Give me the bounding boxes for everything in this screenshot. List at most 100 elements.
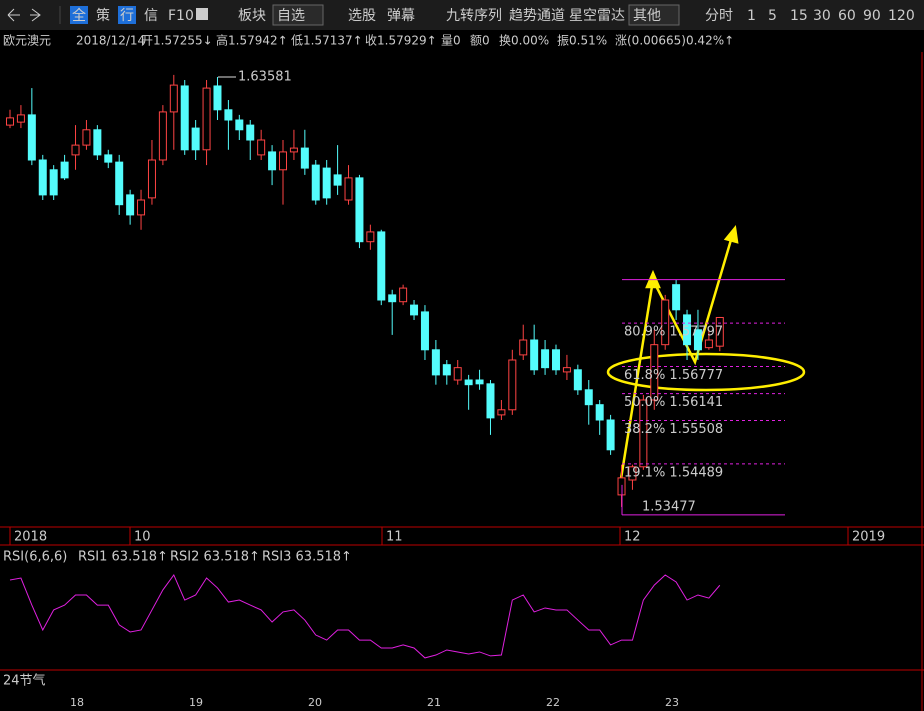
annotation: [606, 225, 806, 486]
rsi-title: RSI(6,6,6): [3, 550, 67, 565]
window-icon[interactable]: [196, 8, 208, 20]
candle-body: [235, 119, 244, 131]
candle-body: [93, 129, 102, 156]
period-button[interactable]: 1: [747, 8, 756, 24]
candle-body: [606, 419, 615, 451]
candle-body: [683, 314, 692, 346]
rsi2-label: RSI2 63.518↑: [170, 550, 260, 565]
info-amplitude: 振0.51%: [557, 34, 607, 48]
fib-label: 61.8% 1.56777: [624, 368, 723, 383]
toolbar-button[interactable]: 弹幕: [387, 8, 415, 24]
info-open: 开1.57255↓: [141, 34, 213, 48]
solar-day: 21: [427, 696, 441, 709]
back-icon[interactable]: [7, 8, 20, 22]
dropdown-label[interactable]: 自选: [277, 8, 305, 24]
candle-body: [82, 129, 91, 146]
info-low: 低1.57137↑: [291, 34, 363, 48]
candle-body: [639, 399, 648, 468]
fib-label: 38.2% 1.55508: [624, 422, 723, 437]
period-button[interactable]: 5: [768, 8, 777, 24]
candle-body: [464, 379, 473, 386]
candle-body: [27, 114, 36, 161]
candle-body: [202, 87, 211, 151]
candle-body: [453, 367, 462, 381]
info-name: 欧元澳元: [3, 34, 51, 48]
tab-highlight: [118, 6, 136, 24]
candle-body: [213, 85, 222, 111]
candle-body: [180, 85, 189, 151]
toolbar-button[interactable]: 星空雷达: [569, 8, 625, 24]
candle-body: [410, 304, 419, 316]
candle-body: [300, 147, 309, 169]
candle-body: [552, 349, 560, 371]
date-label: 2019: [852, 530, 885, 545]
candle-body: [672, 284, 681, 311]
toolbar-tab[interactable]: 全: [72, 7, 86, 24]
fib-label: 80.9% 1.57797: [624, 325, 723, 340]
candle-body: [377, 231, 386, 301]
rsi-line: [9, 573, 721, 659]
date-label: 12: [624, 530, 641, 545]
toolbar-tab[interactable]: F10: [168, 8, 194, 24]
period-button[interactable]: 分时: [705, 8, 733, 24]
candle-body: [158, 111, 167, 161]
toolbar-tab[interactable]: 策: [96, 7, 110, 24]
dropdown[interactable]: [628, 4, 680, 26]
candle-body: [573, 369, 582, 391]
rsi3-label: RSI3 63.518↑: [262, 550, 352, 565]
peak-label: 1.63581: [238, 69, 292, 84]
toolbar-tab[interactable]: 信: [144, 8, 158, 24]
candle-body: [715, 316, 724, 347]
info-bar: [0, 30, 924, 52]
period-button[interactable]: 90: [863, 8, 881, 24]
period-button[interactable]: 30: [813, 8, 831, 24]
candle-body: [344, 177, 353, 201]
dropdown[interactable]: [272, 4, 324, 26]
candle-body: [628, 466, 637, 481]
candle-body: [388, 294, 397, 303]
forward-icon[interactable]: [30, 8, 41, 22]
candle-body: [399, 287, 408, 303]
candle-body: [169, 84, 178, 113]
solar-day: 19: [189, 696, 203, 709]
period-button[interactable]: 15: [790, 8, 808, 24]
candle-body: [475, 379, 484, 385]
toolbar-button[interactable]: 九转序列: [446, 8, 502, 24]
candle-body: [519, 339, 528, 356]
candle-body: [289, 147, 298, 153]
candle-body: [322, 167, 331, 199]
period-button[interactable]: 60: [838, 8, 856, 24]
toolbar-button[interactable]: 趋势通道: [509, 8, 565, 24]
info-amount: 额0: [470, 34, 490, 48]
info-date: 2018/12/14: [76, 34, 145, 48]
info-volume: 量0: [441, 34, 461, 48]
toolbar-button[interactable]: 板块: [238, 8, 266, 24]
candle-body: [38, 159, 47, 196]
candle-body: [60, 161, 69, 179]
candle-body: [268, 151, 277, 171]
candle-body: [71, 144, 80, 156]
candle-body: [661, 299, 670, 346]
candle-body: [562, 367, 571, 373]
dropdown-label[interactable]: 其他: [633, 8, 661, 24]
candle-body: [584, 389, 593, 406]
toolbar-tab[interactable]: 行: [120, 8, 134, 24]
period-button[interactable]: 120: [888, 8, 915, 24]
tab-highlight: [70, 6, 88, 24]
info-change: 涨(0.00665)0.42%↑: [615, 33, 734, 48]
info-close: 收1.57929↑: [365, 34, 437, 48]
candle-body: [366, 231, 375, 243]
candle-body: [497, 409, 506, 416]
info-turnover: 换0.00%: [499, 34, 549, 48]
trough-label: 1.53477: [642, 499, 696, 514]
date-label: 10: [134, 530, 151, 545]
candle-body: [693, 329, 702, 351]
candle-body: [595, 404, 604, 421]
candle-body: [704, 339, 713, 349]
toolbar-button[interactable]: 选股: [348, 8, 376, 24]
candle-body: [442, 364, 451, 376]
candle-body: [147, 159, 156, 199]
candle-body: [191, 127, 200, 151]
